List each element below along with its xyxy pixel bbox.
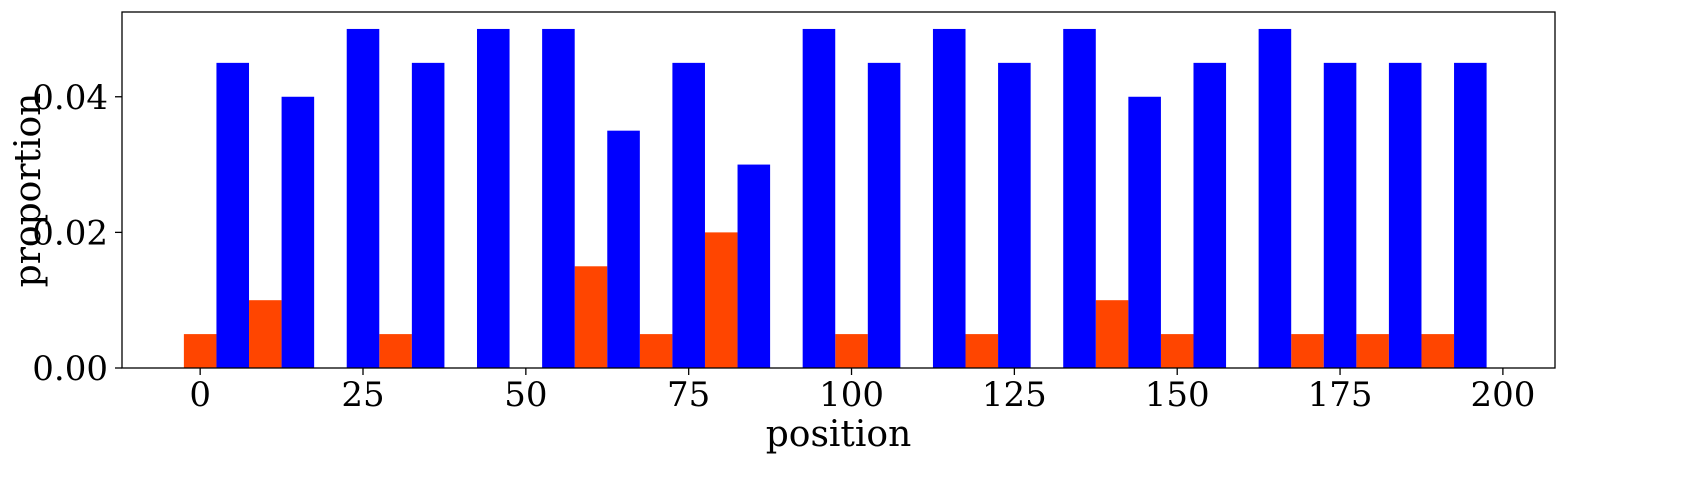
x-tick-label: 100 (819, 375, 884, 415)
y-tick-label: 0.02 (32, 213, 108, 253)
x-tick-label: 200 (1470, 375, 1535, 415)
x-tick-label: 150 (1145, 375, 1210, 415)
bar-series1-x0 (183, 334, 217, 368)
bar-series1-x60 (574, 266, 608, 368)
y-tick-label: 0.04 (32, 78, 108, 118)
bar-series1-x70 (639, 334, 673, 368)
bar-series1-x120 (965, 334, 999, 368)
bar-series2-x115 (932, 28, 966, 368)
bar-series2-x35 (411, 62, 445, 369)
bar-series2-x135 (1063, 28, 1096, 368)
bar-series1-x180 (1356, 334, 1389, 368)
bar-series1-x190 (1421, 334, 1455, 368)
bars-layer (183, 28, 1487, 369)
bar-series2-x45 (476, 28, 510, 368)
bar-series1-x150 (1160, 334, 1194, 368)
bar-series2-x175 (1323, 62, 1357, 369)
bar-series1-x170 (1291, 334, 1324, 368)
x-tick-label: 25 (341, 375, 384, 415)
bar-series2-x185 (1388, 62, 1422, 369)
bar-series2-x85 (737, 164, 771, 368)
bar-series2-x125 (998, 62, 1031, 369)
bar-series1-x30 (379, 334, 412, 368)
x-axis-label: position (766, 414, 912, 455)
bar-series2-x105 (867, 62, 901, 369)
bar-series2-x195 (1454, 62, 1487, 369)
x-tick-label: 125 (982, 375, 1047, 415)
bar-series2-x55 (542, 28, 575, 368)
bar-series1-x140 (1095, 300, 1129, 368)
bar-series1-x80 (704, 232, 738, 368)
x-tick-label: 0 (189, 375, 211, 415)
bar-series2-x75 (672, 62, 705, 369)
bar-series1-x10 (249, 300, 282, 368)
bar-series2-x145 (1128, 96, 1161, 368)
x-tick-label: 50 (504, 375, 547, 415)
bar-series2-x165 (1258, 28, 1292, 368)
x-axis-ticks: 0 25 50 75 100 125 150 175 200 (189, 368, 1535, 415)
x-tick-label: 75 (667, 375, 710, 415)
x-tick-label: 175 (1308, 375, 1373, 415)
y-axis-ticks: 0.00 0.02 0.04 (32, 78, 122, 389)
y-axis-label: proportion (8, 93, 49, 288)
bar-series2-x155 (1193, 62, 1227, 369)
bar-series2-x15 (281, 96, 315, 368)
bar-series2-x5 (216, 62, 250, 369)
plot-frame (121, 11, 1556, 369)
bar-series2-x95 (802, 28, 836, 368)
bar-series2-x65 (607, 130, 640, 368)
bar-series1-x100 (835, 334, 868, 368)
bar-series2-x25 (346, 28, 380, 368)
y-tick-label: 0.00 (32, 349, 108, 389)
